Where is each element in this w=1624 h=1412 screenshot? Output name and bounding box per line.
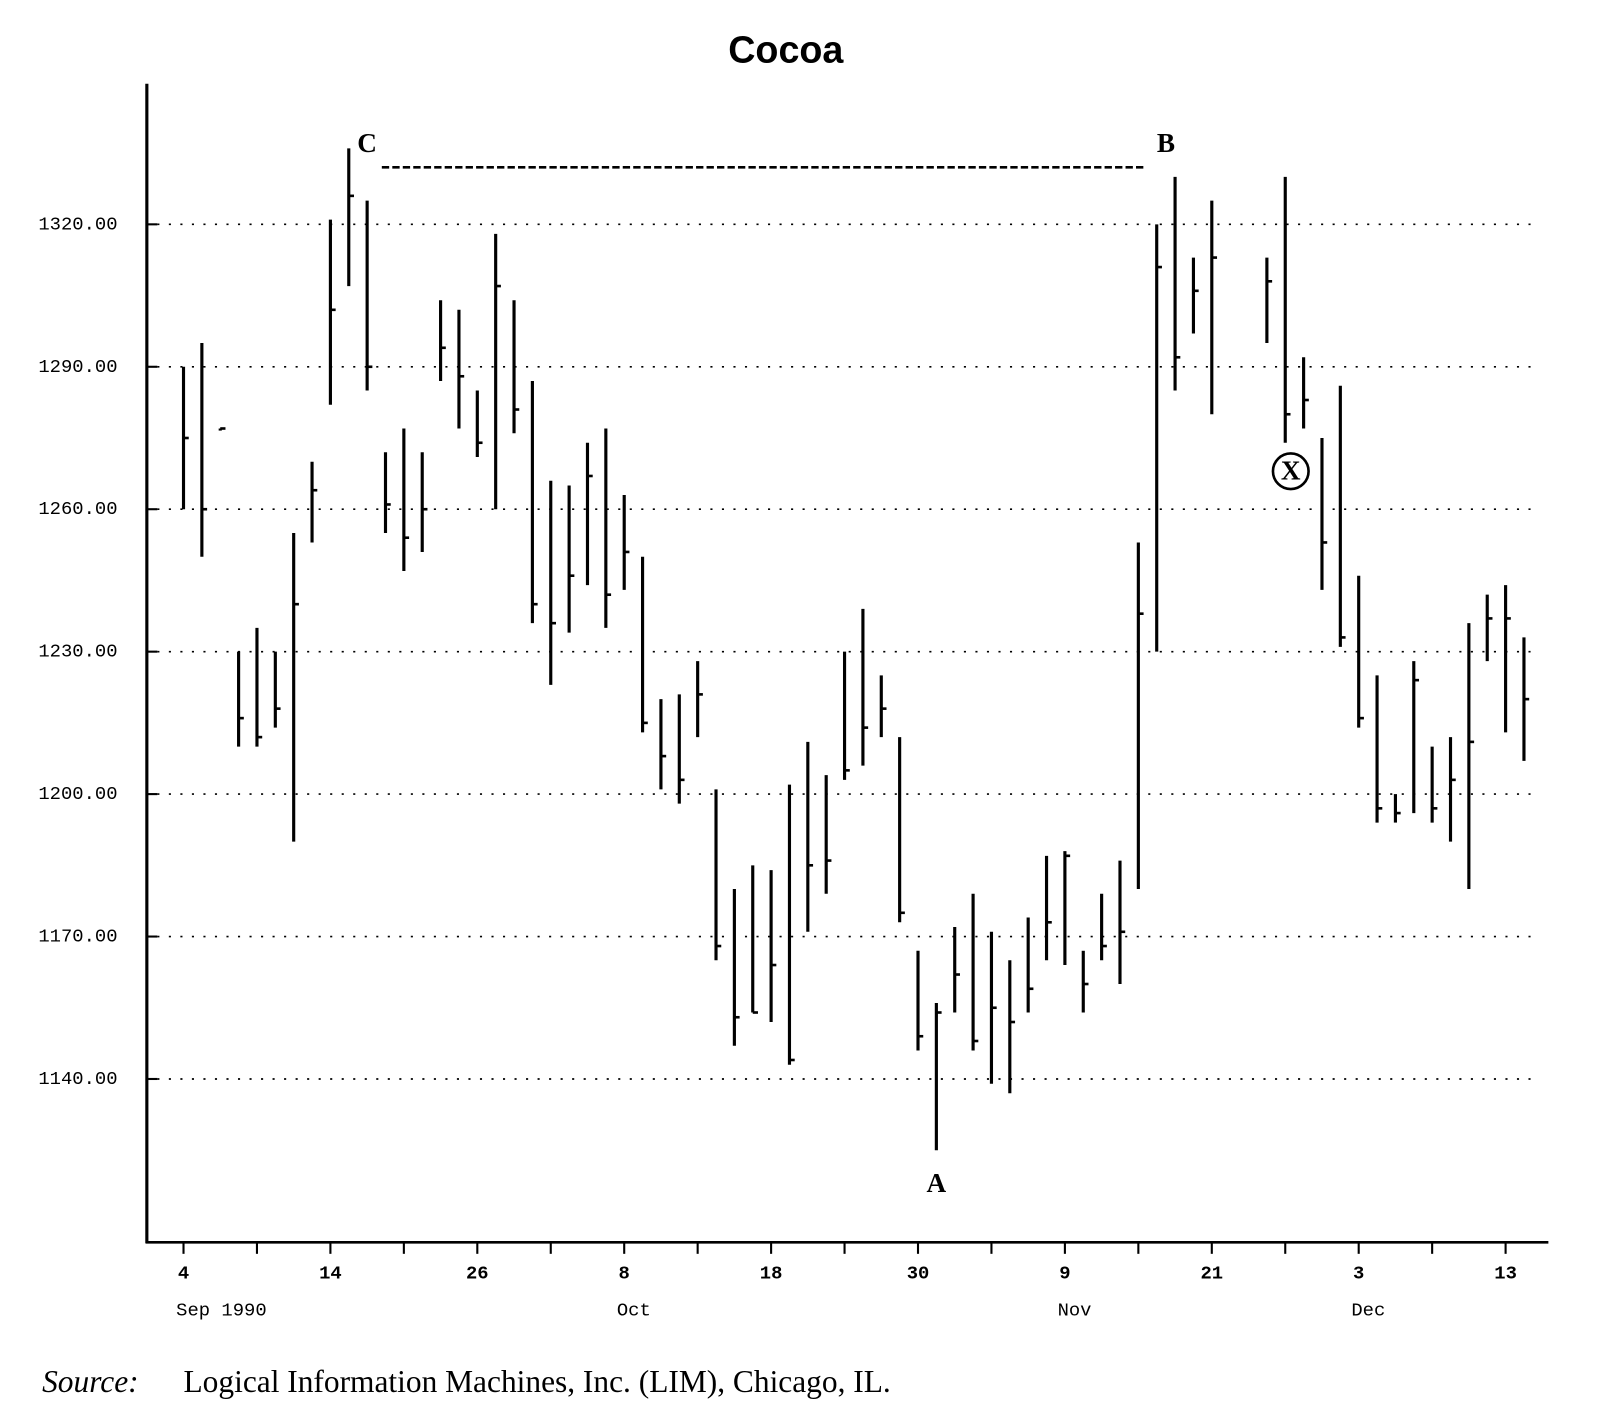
annotation: C bbox=[357, 128, 377, 158]
y-tick-label: 1200.00 bbox=[38, 783, 117, 805]
x-tick-label: 18 bbox=[760, 1263, 783, 1285]
x-tick-label: 3 bbox=[1353, 1263, 1364, 1285]
x-tick-label: 26 bbox=[466, 1263, 489, 1285]
annotation-circle bbox=[1271, 452, 1310, 491]
x-tick-label: 8 bbox=[619, 1263, 630, 1285]
x-tick-label: 9 bbox=[1059, 1263, 1070, 1285]
x-tick-label: 21 bbox=[1200, 1263, 1223, 1285]
y-tick-label: 1230.00 bbox=[38, 641, 117, 663]
y-tick-label: 1290.00 bbox=[38, 356, 117, 378]
x-tick-label: 4 bbox=[178, 1263, 189, 1285]
x-month-label: Nov bbox=[1058, 1299, 1092, 1321]
x-tick-label: 30 bbox=[907, 1263, 930, 1285]
annotation: X bbox=[1281, 456, 1301, 486]
chart-title: Cocoa bbox=[728, 28, 844, 70]
y-tick-label: 1140.00 bbox=[38, 1068, 117, 1090]
y-tick-label: 1320.00 bbox=[38, 213, 117, 235]
x-month-label: Oct bbox=[617, 1299, 651, 1321]
x-month-label: Sep 1990 bbox=[176, 1299, 266, 1321]
y-tick-label: 1260.00 bbox=[38, 498, 117, 520]
y-tick-label: 1170.00 bbox=[38, 926, 117, 948]
annotation: B bbox=[1157, 128, 1175, 158]
x-month-label: Dec bbox=[1351, 1299, 1385, 1321]
source-text: Logical Information Machines, Inc. (LIM)… bbox=[184, 1364, 891, 1399]
source-label: Source: bbox=[42, 1364, 139, 1399]
x-tick-label: 13 bbox=[1494, 1263, 1517, 1285]
annotation: A bbox=[927, 1168, 947, 1198]
x-tick-label: 14 bbox=[319, 1263, 342, 1285]
